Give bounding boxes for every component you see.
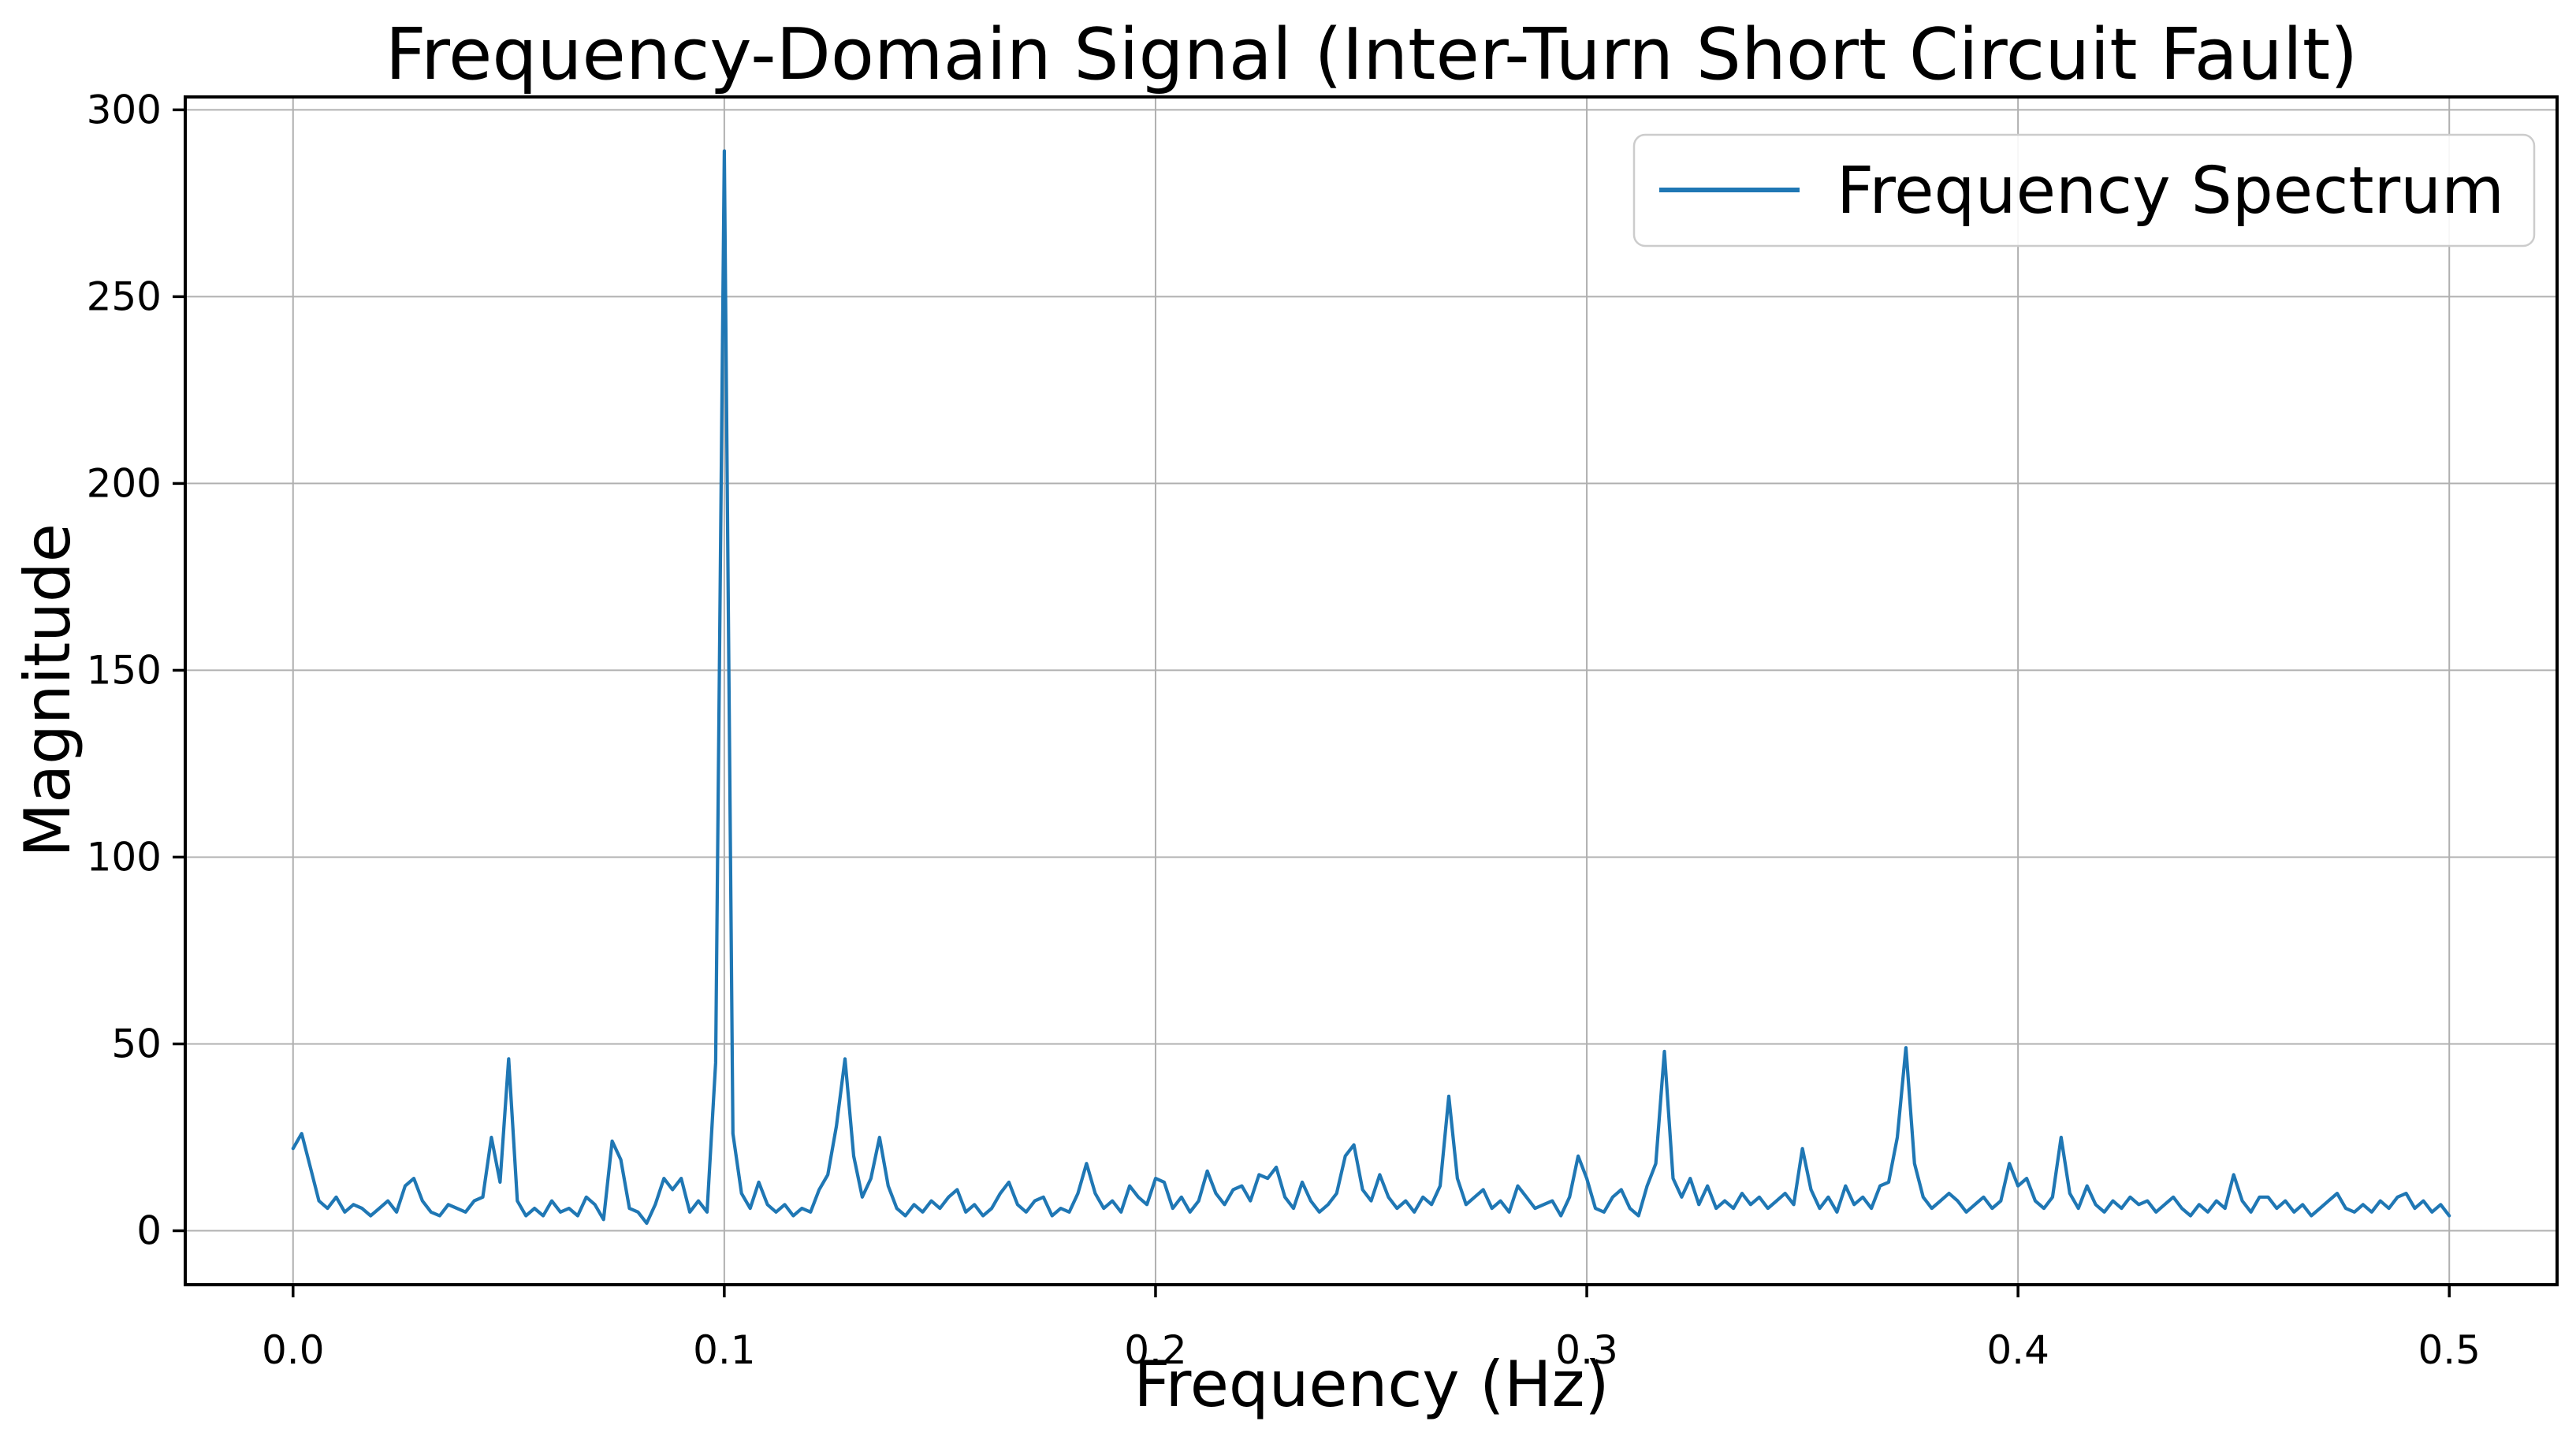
x-tick-label: 0.2: [1124, 1327, 1187, 1373]
x-axis-label: Frequency (Hz): [1134, 1348, 1609, 1421]
legend: Frequency Spectrum: [1632, 133, 2536, 247]
axes-spines: [184, 95, 2559, 1286]
x-tick-label: 0.0: [262, 1327, 325, 1373]
y-tick-label: 100: [87, 834, 162, 880]
legend-box: [1632, 133, 2536, 247]
y-tick-label: 50: [111, 1021, 162, 1066]
y-tick-label: 0: [136, 1208, 162, 1254]
tick-labels: 0.0 0.1 0.2 0.3 0.4 0.5 0 50 100 150 200 250 300: [87, 87, 2481, 1373]
gridlines: [185, 97, 2557, 1285]
y-tick-label: 300: [87, 87, 162, 132]
chart-title: Frequency-Domain Signal (Inter-Turn Shor…: [385, 13, 2358, 96]
x-tick-label: 0.4: [1986, 1327, 2049, 1373]
x-tick-label: 0.3: [1555, 1327, 1618, 1373]
spectrum-line: [291, 149, 2451, 1226]
x-tick-label: 0.5: [2418, 1327, 2481, 1373]
y-axis-label: Magnitude: [11, 523, 84, 858]
legend-label: Frequency Spectrum: [1837, 154, 2504, 229]
y-tick-label: 200: [87, 460, 162, 506]
y-tick-label: 250: [87, 273, 162, 319]
tick-marks: [173, 108, 2451, 1297]
x-tick-label: 0.1: [693, 1327, 756, 1373]
y-tick-label: 150: [87, 647, 162, 693]
